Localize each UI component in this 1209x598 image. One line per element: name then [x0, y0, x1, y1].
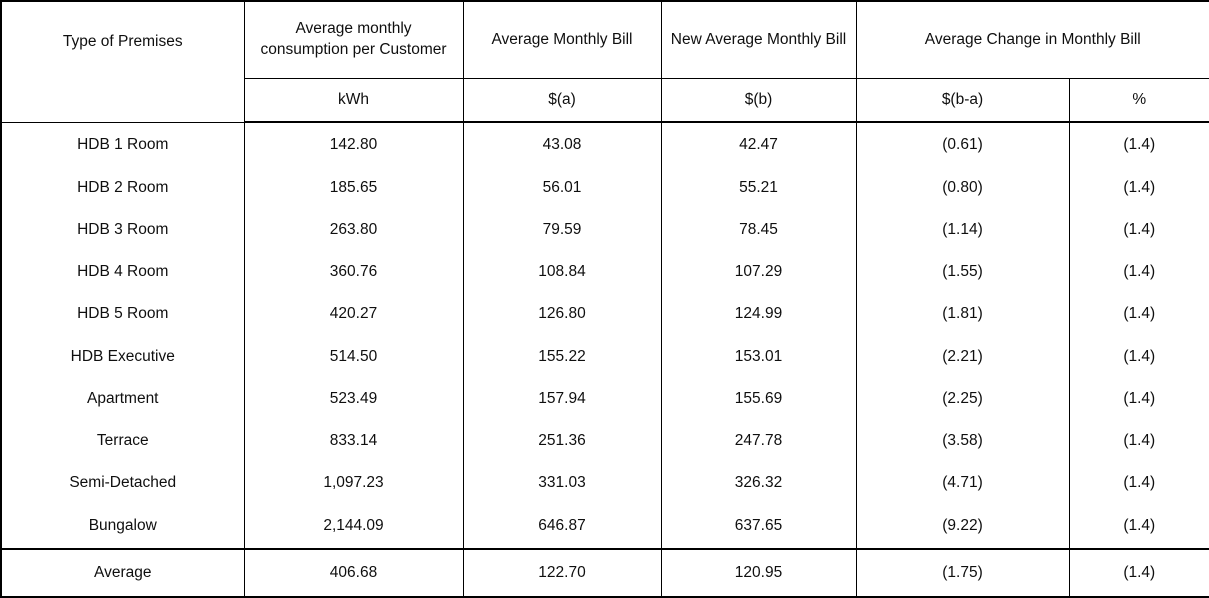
table-row: Terrace 833.14 251.36 247.78 (3.58) (1.4…: [0, 419, 1209, 463]
table-row: Bungalow 2,144.09 646.87 637.65 (9.22) (…: [0, 504, 1209, 549]
consumption-cell: 263.80: [243, 208, 464, 251]
average-row: Average 406.68 122.70 120.95 (1.75) (1.4…: [0, 548, 1209, 597]
avg-bill-cell: 157.94: [462, 377, 662, 420]
consumption-cell: 833.14: [243, 419, 464, 463]
new-avg-bill-cell: 55.21: [660, 166, 857, 209]
avg-bill-cell: 56.01: [462, 166, 662, 209]
unit-dollar-b: $(b): [660, 77, 857, 123]
premises-cell: HDB 4 Room: [0, 251, 245, 294]
table-row: HDB 2 Room 185.65 56.01 55.21 (0.80) (1.…: [0, 166, 1209, 209]
col-header-new-average-monthly-bill: New Average Monthly Bill: [660, 0, 857, 79]
unit-kwh: kWh: [243, 77, 464, 123]
consumption-cell: 2,144.09: [243, 504, 464, 549]
consumption-cell: 523.49: [243, 377, 464, 420]
table-row: HDB 3 Room 263.80 79.59 78.45 (1.14) (1.…: [0, 208, 1209, 251]
change-amount-cell: (1.81): [855, 293, 1070, 336]
change-amount-cell: (9.22): [855, 504, 1070, 549]
premises-cell: Terrace: [0, 419, 245, 463]
change-amount-cell: (0.61): [855, 122, 1070, 167]
new-avg-bill-cell: 326.32: [660, 462, 857, 505]
change-amount-cell: (1.14): [855, 208, 1070, 251]
premises-cell: HDB 5 Room: [0, 293, 245, 336]
change-percent-cell: (1.4): [1068, 293, 1209, 336]
table-row: HDB Executive 514.50 155.22 153.01 (2.21…: [0, 335, 1209, 378]
change-percent-cell: (1.4): [1068, 122, 1209, 167]
new-avg-bill-cell: 155.69: [660, 377, 857, 420]
col-header-consumption: Average monthly consumption per Customer: [243, 0, 464, 79]
avg-bill-cell: 108.84: [462, 251, 662, 294]
new-avg-bill-cell: 120.95: [660, 548, 857, 597]
table-row: HDB 5 Room 420.27 126.80 124.99 (1.81) (…: [0, 293, 1209, 336]
change-amount-cell: (4.71): [855, 462, 1070, 505]
avg-bill-cell: 43.08: [462, 122, 662, 167]
avg-bill-cell: 331.03: [462, 462, 662, 505]
table-row: Apartment 523.49 157.94 155.69 (2.25) (1…: [0, 377, 1209, 420]
premises-cell: Semi-Detached: [0, 462, 245, 505]
col-header-average-monthly-bill: Average Monthly Bill: [462, 0, 662, 79]
consumption-cell: 185.65: [243, 166, 464, 209]
unit-dollar-b-minus-a: $(b-a): [855, 77, 1070, 123]
avg-bill-cell: 79.59: [462, 208, 662, 251]
unit-percent: %: [1068, 77, 1209, 123]
new-avg-bill-cell: 247.78: [660, 419, 857, 463]
premises-cell: Bungalow: [0, 504, 245, 549]
premises-cell: HDB 1 Room: [0, 122, 245, 167]
col-header-type-of-premises: Type of Premises: [0, 0, 245, 123]
new-avg-bill-cell: 124.99: [660, 293, 857, 336]
new-avg-bill-cell: 42.47: [660, 122, 857, 167]
unit-dollar-a: $(a): [462, 77, 662, 123]
change-percent-cell: (1.4): [1068, 166, 1209, 209]
premises-cell: Apartment: [0, 377, 245, 420]
header-group-row: Type of Premises Average monthly consump…: [0, 0, 1209, 123]
header-units-row: kWh $(a) $(b) $(b-a) %: [1, 77, 1209, 123]
change-amount-cell: (1.75): [855, 548, 1070, 597]
premises-cell: HDB 3 Room: [0, 208, 245, 251]
premises-cell: HDB Executive: [0, 335, 245, 378]
avg-bill-cell: 646.87: [462, 504, 662, 549]
change-percent-cell: (1.4): [1068, 377, 1209, 420]
consumption-cell: 360.76: [243, 251, 464, 294]
table-header: Type of Premises Average monthly consump…: [0, 0, 1209, 123]
new-avg-bill-cell: 78.45: [660, 208, 857, 251]
avg-bill-cell: 122.70: [462, 548, 662, 597]
change-amount-cell: (3.58): [855, 419, 1070, 463]
consumption-cell: 142.80: [243, 122, 464, 167]
table-row: HDB 1 Room 142.80 43.08 42.47 (0.61) (1.…: [0, 122, 1209, 167]
new-avg-bill-cell: 637.65: [660, 504, 857, 549]
premises-cell: Average: [0, 548, 245, 597]
premises-cell: HDB 2 Room: [0, 166, 245, 209]
new-avg-bill-cell: 107.29: [660, 251, 857, 294]
change-percent-cell: (1.4): [1068, 548, 1209, 597]
change-percent-cell: (1.4): [1068, 504, 1209, 549]
new-avg-bill-cell: 153.01: [660, 335, 857, 378]
col-header-average-change: Average Change in Monthly Bill: [855, 0, 1209, 79]
table-row: HDB 4 Room 360.76 108.84 107.29 (1.55) (…: [0, 251, 1209, 294]
avg-bill-cell: 126.80: [462, 293, 662, 336]
change-percent-cell: (1.4): [1068, 335, 1209, 378]
table-body: HDB 1 Room 142.80 43.08 42.47 (0.61) (1.…: [0, 122, 1209, 597]
change-percent-cell: (1.4): [1068, 419, 1209, 463]
change-percent-cell: (1.4): [1068, 462, 1209, 505]
consumption-cell: 420.27: [243, 293, 464, 336]
consumption-cell: 514.50: [243, 335, 464, 378]
consumption-cell: 406.68: [243, 548, 464, 597]
change-amount-cell: (2.25): [855, 377, 1070, 420]
consumption-cell: 1,097.23: [243, 462, 464, 505]
avg-bill-cell: 155.22: [462, 335, 662, 378]
change-amount-cell: (1.55): [855, 251, 1070, 294]
change-amount-cell: (0.80): [855, 166, 1070, 209]
change-percent-cell: (1.4): [1068, 208, 1209, 251]
change-amount-cell: (2.21): [855, 335, 1070, 378]
avg-bill-cell: 251.36: [462, 419, 662, 463]
table-row: Semi-Detached 1,097.23 331.03 326.32 (4.…: [0, 462, 1209, 505]
change-percent-cell: (1.4): [1068, 251, 1209, 294]
